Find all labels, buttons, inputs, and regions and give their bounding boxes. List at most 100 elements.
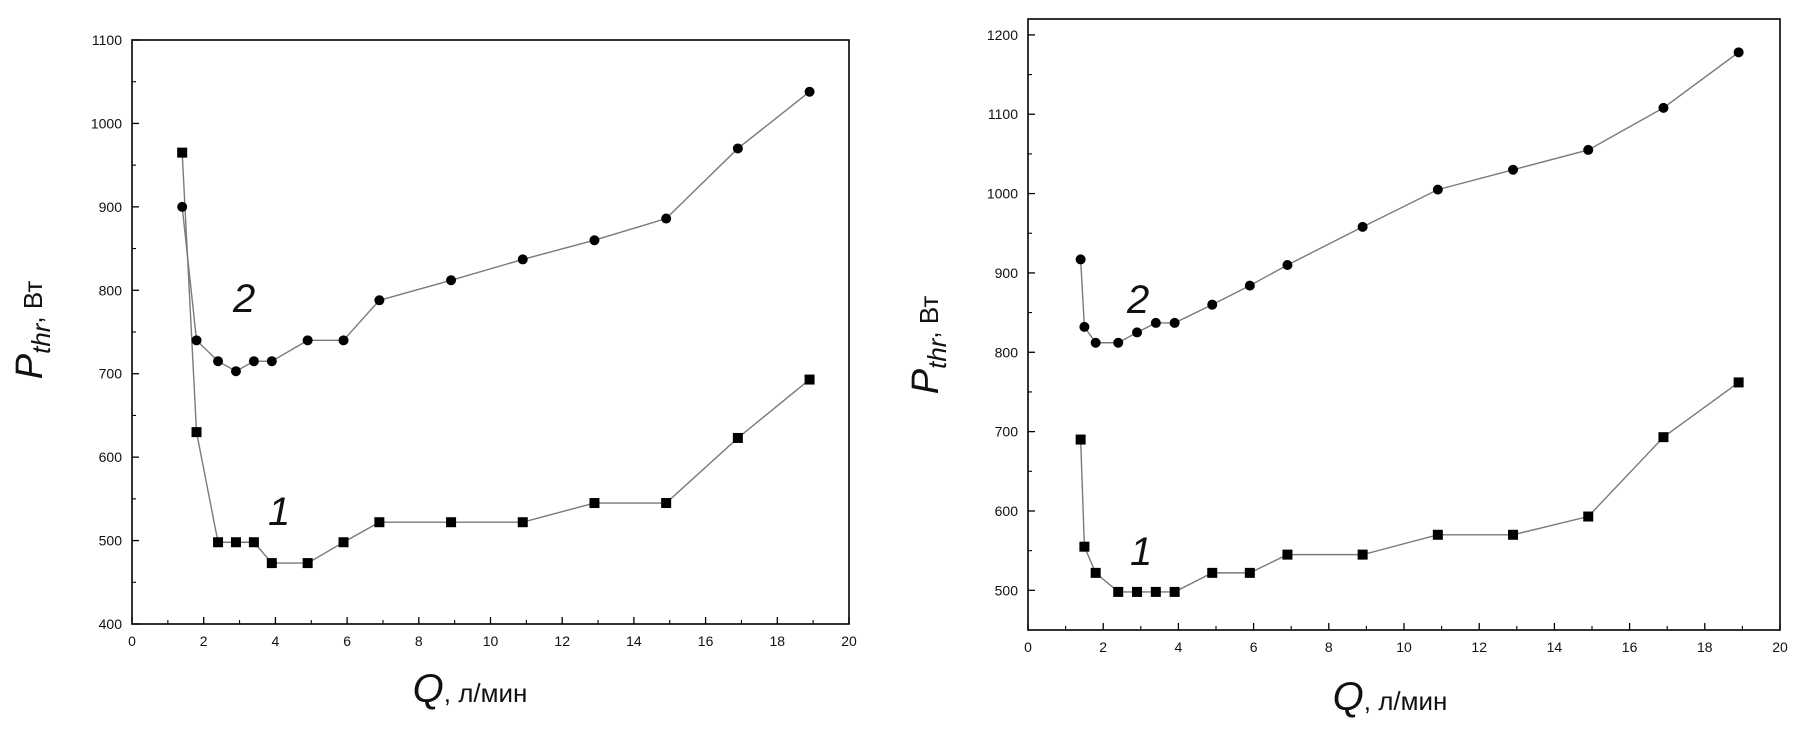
series-1-point: [661, 498, 672, 509]
series-1-line: [1079, 381, 1740, 593]
series-1-point: [1432, 529, 1443, 540]
series-1-point: [1090, 567, 1101, 578]
x-tick-label: 10: [483, 633, 499, 649]
x-tick-label: 6: [1250, 639, 1258, 655]
series-2-point: [1090, 337, 1101, 348]
series-2-point: [302, 335, 313, 346]
series-2-point: [661, 213, 672, 224]
series-1-point: [517, 517, 528, 528]
x-tick-label: 14: [1547, 639, 1563, 655]
series-2-point: [1169, 317, 1180, 328]
series-1-point: [1207, 567, 1218, 578]
y-axis-symbol: P: [9, 353, 51, 379]
series-1-point: [230, 537, 241, 548]
series-1-point: [1169, 586, 1180, 597]
series-2-point: [1733, 47, 1744, 58]
series-1-point: [1244, 567, 1255, 578]
series-2-label: 2: [232, 277, 255, 321]
x-tick-label: 0: [128, 633, 136, 649]
left-chart: 0 2 4 6 8 10 12 14 16 18 2040050060070080090010001…: [9, 32, 857, 711]
series-2-line: [181, 91, 810, 373]
y-tick-label: 800: [995, 344, 1019, 360]
x-axis-symbol: Q: [413, 667, 444, 711]
series-2-point: [446, 275, 457, 286]
x-tick-label: 0: [1024, 639, 1032, 655]
x-tick-label: 2: [200, 633, 208, 649]
x-tick-label: 20: [1772, 639, 1788, 655]
x-tick-label: 14: [626, 633, 642, 649]
x-tick-label: 16: [1622, 639, 1638, 655]
series-2-point: [1207, 299, 1218, 310]
series-2-point: [1244, 280, 1255, 291]
series-2-point: [1282, 259, 1293, 270]
x-tick-label: 10: [1396, 639, 1412, 655]
series-1-point: [302, 558, 313, 569]
series-1-point: [1583, 511, 1594, 522]
y-axis-label: Pthr, Вт: [905, 296, 952, 395]
series-2-point: [266, 356, 277, 367]
x-tick-label: 2: [1099, 639, 1107, 655]
series-2-point: [1432, 184, 1443, 195]
series-1-point: [1075, 434, 1086, 445]
plot-frame: [131, 39, 850, 625]
series-2-point: [732, 143, 743, 154]
x-axis-label: Q, л/мин: [413, 667, 528, 711]
y-tick-label: 500: [995, 582, 1019, 598]
series-2-point: [1150, 317, 1161, 328]
series-1-point: [1132, 586, 1143, 597]
y-axis-subscript: thr: [26, 322, 56, 354]
series-2-point: [230, 366, 241, 377]
x-axis-unit: , л/мин: [1364, 686, 1448, 716]
y-tick-label: 500: [99, 533, 123, 549]
series-1-point: [446, 517, 457, 528]
y-tick-label: 600: [995, 503, 1019, 519]
x-tick-label: 4: [272, 633, 280, 649]
series-2-point: [1079, 321, 1090, 332]
series-1-point: [1733, 377, 1744, 388]
x-tick-label: 18: [1697, 639, 1713, 655]
x-tick-label: 16: [698, 633, 714, 649]
series-2-point: [191, 335, 202, 346]
series-2-point: [1113, 337, 1124, 348]
x-tick-label: 8: [1325, 639, 1333, 655]
y-tick-label: 800: [99, 282, 123, 298]
series-1-label: 1: [1130, 530, 1152, 574]
series-2-point: [1508, 164, 1519, 175]
series-1-point: [374, 517, 385, 528]
series-2-line: [1079, 51, 1740, 344]
series-1-point: [266, 558, 277, 569]
series-2-point: [177, 201, 188, 212]
series-1-point: [1658, 432, 1669, 443]
series-2-point: [374, 295, 385, 306]
series-1-point: [338, 537, 349, 548]
y-tick-label: 1000: [987, 186, 1018, 202]
series-1-point: [213, 537, 224, 548]
y-axis-symbol: P: [905, 368, 947, 394]
series-1-point: [589, 498, 600, 509]
y-axis-label: Pthr, Вт: [9, 281, 56, 380]
series-2-point: [213, 356, 224, 367]
y-tick-label: 1200: [987, 27, 1018, 43]
y-tick-label: 1100: [92, 32, 122, 48]
series-2-point: [1658, 102, 1669, 113]
y-axis-unit: , Вт: [914, 296, 944, 339]
x-axis-unit: , л/мин: [444, 678, 528, 708]
series-1-point: [732, 432, 743, 443]
y-tick-label: 900: [995, 265, 1019, 281]
y-tick-label: 400: [99, 616, 123, 632]
series-2-point: [1583, 144, 1594, 155]
series-2-point: [517, 254, 528, 265]
series-2-point: [1075, 254, 1086, 265]
x-tick-label: 18: [770, 633, 786, 649]
series-2-label: 2: [1126, 278, 1149, 322]
x-tick-label: 4: [1175, 639, 1183, 655]
y-tick-label: 900: [99, 199, 123, 215]
x-tick-label: 8: [415, 633, 423, 649]
series-1-point: [1357, 549, 1368, 560]
x-axis-symbol: Q: [1333, 675, 1364, 719]
y-axis-unit: , Вт: [18, 281, 48, 324]
series-1-point: [191, 427, 202, 438]
series-1-point: [804, 374, 815, 385]
series-1-point: [177, 147, 188, 158]
